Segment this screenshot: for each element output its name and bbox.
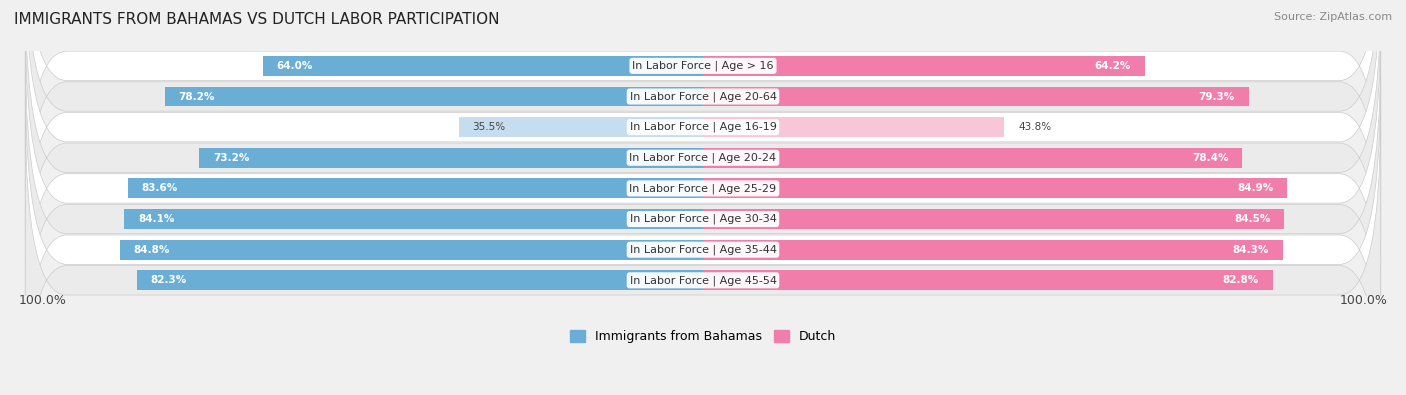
Text: In Labor Force | Age 20-64: In Labor Force | Age 20-64 [630,91,776,102]
Bar [165,87,703,107]
Text: 82.3%: 82.3% [150,275,187,285]
FancyBboxPatch shape [25,0,1381,327]
FancyBboxPatch shape [25,50,1381,388]
Bar [703,87,1249,107]
Text: 78.2%: 78.2% [179,92,215,102]
Text: 84.3%: 84.3% [1233,245,1270,255]
Bar [120,240,703,260]
Text: 82.8%: 82.8% [1223,275,1258,285]
FancyBboxPatch shape [25,0,1381,296]
FancyBboxPatch shape [25,0,1381,235]
Bar [263,56,703,76]
Bar [703,148,1243,168]
Text: IMMIGRANTS FROM BAHAMAS VS DUTCH LABOR PARTICIPATION: IMMIGRANTS FROM BAHAMAS VS DUTCH LABOR P… [14,12,499,27]
Text: 64.0%: 64.0% [277,61,312,71]
Bar [703,117,1004,137]
FancyBboxPatch shape [25,111,1381,395]
Bar [703,209,1284,229]
Text: In Labor Force | Age 25-29: In Labor Force | Age 25-29 [630,183,776,194]
Text: 35.5%: 35.5% [472,122,506,132]
Text: 78.4%: 78.4% [1192,153,1229,163]
FancyBboxPatch shape [25,0,1381,265]
Bar [703,240,1284,260]
Bar [703,179,1286,198]
Bar [458,117,703,137]
Text: In Labor Force | Age 20-24: In Labor Force | Age 20-24 [630,152,776,163]
Text: 79.3%: 79.3% [1198,92,1234,102]
Bar [128,179,703,198]
Text: 84.9%: 84.9% [1237,183,1274,194]
Text: In Labor Force | Age > 16: In Labor Force | Age > 16 [633,60,773,71]
Bar [703,56,1144,76]
Text: 100.0%: 100.0% [18,294,66,307]
Bar [136,270,703,290]
Legend: Immigrants from Bahamas, Dutch: Immigrants from Bahamas, Dutch [569,330,837,343]
Text: Source: ZipAtlas.com: Source: ZipAtlas.com [1274,12,1392,22]
FancyBboxPatch shape [25,81,1381,395]
Text: 64.2%: 64.2% [1094,61,1130,71]
Text: In Labor Force | Age 35-44: In Labor Force | Age 35-44 [630,245,776,255]
Text: In Labor Force | Age 30-34: In Labor Force | Age 30-34 [630,214,776,224]
Bar [703,270,1272,290]
Text: 73.2%: 73.2% [214,153,249,163]
Text: 84.8%: 84.8% [134,245,170,255]
Text: 84.1%: 84.1% [138,214,174,224]
Bar [200,148,703,168]
Text: 84.5%: 84.5% [1234,214,1271,224]
Bar [124,209,703,229]
Text: 83.6%: 83.6% [142,183,177,194]
FancyBboxPatch shape [25,19,1381,357]
Text: In Labor Force | Age 16-19: In Labor Force | Age 16-19 [630,122,776,132]
Text: 100.0%: 100.0% [1340,294,1388,307]
Text: In Labor Force | Age 45-54: In Labor Force | Age 45-54 [630,275,776,286]
Text: 43.8%: 43.8% [1018,122,1052,132]
